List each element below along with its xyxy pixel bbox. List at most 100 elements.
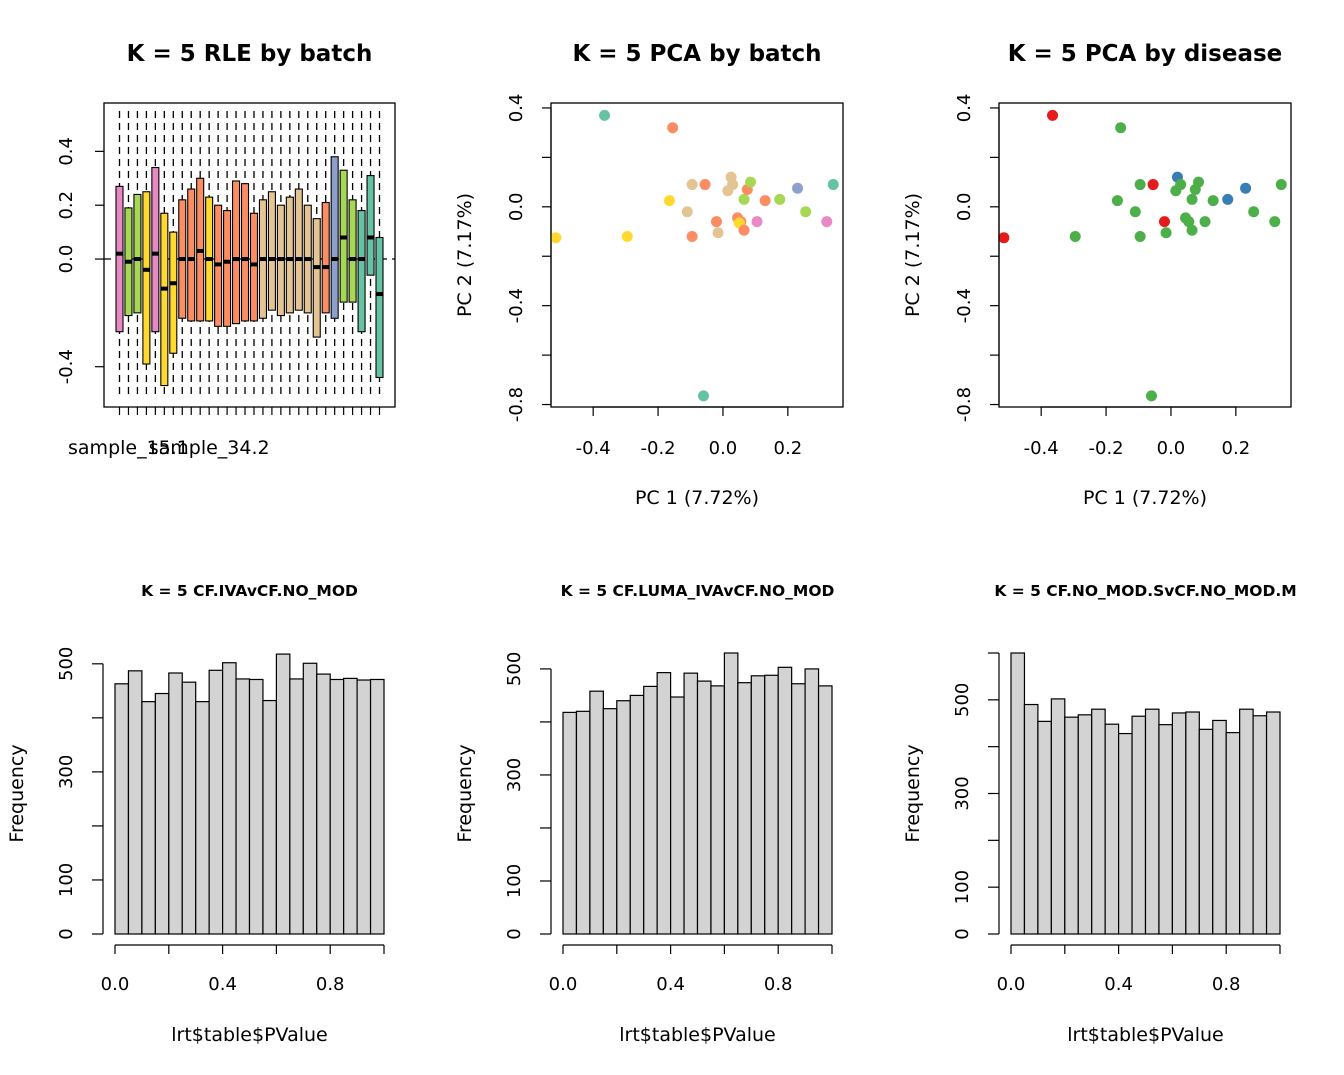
hist-bar	[262, 699, 278, 935]
hist-bar	[114, 683, 130, 935]
scatter-point	[751, 216, 763, 228]
y-tick-label: 300	[504, 758, 525, 792]
box	[169, 231, 178, 354]
hist-bar	[1144, 708, 1160, 935]
y-tick-label: 0.0	[506, 192, 527, 221]
panel-hist-luma-iva: K = 5 CF.LUMA_IVAvCF.NO_MOD 0.0 0.4 0.8 0 100…	[454, 582, 835, 1046]
chart-title: K = 5 CF.LUMA_IVAvCF.NO_MOD	[561, 582, 835, 600]
hist-bar	[696, 680, 712, 935]
scatter-point	[1183, 216, 1195, 228]
hist-bar	[369, 678, 385, 935]
scatter-point	[550, 232, 562, 244]
box	[321, 201, 330, 314]
x-tick-label: 0.0	[997, 974, 1026, 995]
hist-bar	[289, 678, 304, 935]
scatter-point	[1186, 224, 1198, 236]
y-tick-label: 100	[56, 863, 77, 897]
scatter-point	[1269, 216, 1281, 228]
x-tick-label: 0.0	[1157, 438, 1186, 459]
box	[160, 212, 169, 387]
scatter-point	[1193, 176, 1205, 188]
x-tick-label: 0.0	[101, 974, 130, 995]
box	[249, 212, 259, 322]
scatter-point	[667, 122, 679, 134]
box	[240, 183, 250, 322]
hist-bar	[208, 669, 224, 935]
x-tick-label: 0.8	[1212, 974, 1241, 995]
y-tick-label: 500	[952, 683, 973, 717]
x-tick-label: 0.0	[549, 974, 578, 995]
x-tick-label: -0.4	[1024, 438, 1059, 459]
scatter-point	[821, 216, 833, 228]
plot-frame	[103, 102, 396, 408]
scatter-point	[1199, 216, 1211, 228]
scatter-point	[1145, 390, 1157, 402]
x-tick-label: 0.2	[1222, 438, 1251, 459]
chart-title: K = 5 CF.IVAvCF.NO_MOD	[141, 582, 358, 600]
hist-bar	[777, 666, 793, 935]
box	[267, 191, 276, 311]
x-tick-label: 0.8	[764, 974, 793, 995]
panel-pca-disease: K = 5 PCA by disease -0.4 -0.2 0.0 0.2 -0.8 -0…	[902, 41, 1292, 509]
scatter-point	[800, 206, 812, 218]
hist-bar	[602, 708, 618, 935]
scatter-point	[745, 176, 757, 188]
hist-bar	[356, 679, 372, 935]
panel-pca-batch: K = 5 PCA by batch -0.4 -0.2 0.0 0.2 -0.8 -0.4…	[454, 41, 844, 509]
hist-bar	[316, 673, 331, 935]
x-tick-label: -0.2	[1089, 438, 1124, 459]
y-tick-label: 0.0	[954, 192, 975, 221]
box	[312, 218, 321, 338]
box	[142, 191, 151, 365]
y-tick-label: -0.4	[56, 349, 77, 384]
hist-bar	[181, 681, 197, 935]
hist-bar	[222, 662, 237, 935]
scatter-point	[710, 216, 722, 228]
x-tick-label: 0.0	[709, 438, 738, 459]
hist-bar	[723, 652, 739, 935]
hist-bar	[1185, 711, 1200, 935]
hist-bar	[127, 670, 143, 935]
x-tick-label: -0.2	[641, 438, 676, 459]
y-tick-label: 0.2	[56, 191, 77, 220]
hist-bar	[343, 677, 358, 935]
y-axis-label: Frequency	[6, 744, 28, 842]
scatter-point	[686, 179, 698, 191]
hist-bar	[764, 674, 779, 935]
scatter-point	[1240, 182, 1252, 194]
hist-bar	[643, 685, 658, 935]
y-tick-label: 300	[56, 755, 77, 789]
hist-bar	[1198, 728, 1214, 935]
y-tick-label: 0	[504, 928, 525, 939]
scatter-point	[727, 179, 739, 191]
hist-bar	[710, 685, 726, 935]
hist-bar	[302, 662, 318, 935]
box	[133, 193, 142, 314]
y-tick-label: 500	[504, 652, 525, 686]
y-axis-label: PC 2 (7.17%)	[902, 193, 924, 317]
hist-bar	[1091, 708, 1106, 935]
box	[232, 180, 241, 325]
hist-bar	[562, 711, 578, 935]
hist-bar	[275, 653, 291, 935]
scatter-point	[1147, 179, 1159, 191]
scatter-point	[599, 109, 611, 121]
box	[187, 188, 196, 322]
x-tick-label: sample_15.1	[68, 437, 189, 459]
box	[115, 185, 124, 333]
hist-bar	[235, 678, 251, 935]
y-tick-label: 500	[56, 647, 77, 681]
chart-title: K = 5 PCA by batch	[572, 41, 821, 67]
hist-bar	[195, 701, 210, 935]
scatter-point	[738, 224, 750, 236]
box	[223, 210, 232, 327]
scatter-point	[1275, 179, 1287, 191]
hist-bar	[616, 700, 631, 935]
panel-hist-iva: K = 5 CF.IVAvCF.NO_MOD 0.0 0.4 0.8 0 100 300 50…	[6, 582, 385, 1046]
scatter-point	[1222, 193, 1234, 205]
x-tick-label: 0.2	[774, 438, 803, 459]
y-tick-label: -0.8	[954, 387, 975, 422]
scatter-point	[712, 227, 724, 239]
box	[357, 210, 366, 333]
